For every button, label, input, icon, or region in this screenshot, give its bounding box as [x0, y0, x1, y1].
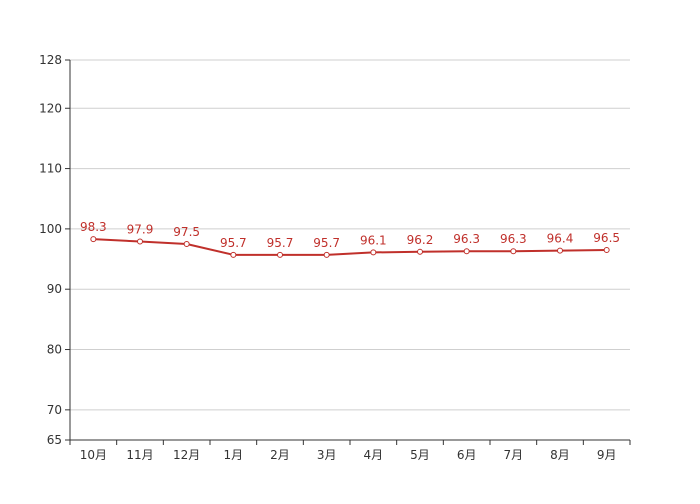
data-label-layer: 98.3 97.9 97.5 95.7 95.7 95.7 96.1 96.2 96.3 96.3… — [80, 220, 620, 250]
data-label: 95.7 — [313, 236, 340, 250]
data-point — [510, 248, 517, 255]
y-tick-label: 80 — [47, 343, 62, 357]
data-point — [323, 251, 330, 258]
data-label: 95.7 — [267, 236, 294, 250]
x-tick-label: 9月 — [597, 448, 617, 462]
data-label: 96.4 — [547, 232, 574, 246]
data-label: 97.9 — [127, 223, 154, 237]
x-tick-label: 3月 — [317, 448, 337, 462]
data-point — [463, 248, 470, 255]
x-tick-label: 6月 — [457, 448, 477, 462]
grid-layer — [70, 59, 630, 411]
y-tick-label: 100 — [39, 222, 62, 236]
x-tick-label: 8月 — [550, 448, 570, 462]
data-label: 96.3 — [453, 232, 480, 246]
x-tick-label: 2月 — [270, 448, 290, 462]
y-tick-label: 70 — [47, 403, 62, 417]
y-tick-layer: 65 70 80 90 100 110 120 128 — [39, 53, 70, 447]
data-point — [230, 251, 237, 258]
y-tick-label: 90 — [47, 282, 62, 296]
x-tick-label: 11月 — [126, 448, 153, 462]
x-tick-label: 10月 — [80, 448, 107, 462]
data-point — [137, 238, 143, 245]
data-label: 96.5 — [593, 231, 620, 245]
y-tick-label: 128 — [39, 53, 62, 67]
data-label: 97.5 — [173, 225, 200, 239]
data-point — [277, 251, 283, 258]
y-tick-label: 65 — [47, 433, 62, 447]
series-layer — [90, 236, 610, 258]
data-label: 96.1 — [360, 233, 387, 247]
x-tick-label: 7月 — [504, 448, 524, 462]
data-point — [603, 247, 610, 253]
y-tick-label: 120 — [39, 101, 62, 115]
x-tick-layer: 10月 11月 12月 1月 2月 3月 4月 5月 6月 7月 8月 9月 — [69, 440, 631, 462]
data-label: 95.7 — [220, 236, 247, 250]
data-point — [557, 247, 563, 254]
data-point — [90, 236, 97, 243]
data-point — [183, 240, 190, 247]
data-label: 96.2 — [407, 233, 434, 247]
y-tick-label: 110 — [39, 162, 62, 176]
data-label: 98.3 — [80, 220, 107, 234]
x-tick-label: 12月 — [173, 448, 200, 462]
data-point — [370, 249, 377, 256]
series-line — [93, 238, 607, 256]
x-tick-label: 4月 — [364, 448, 384, 462]
x-tick-label: 5月 — [410, 448, 430, 462]
data-label: 96.3 — [500, 232, 527, 246]
data-point — [417, 248, 423, 255]
x-tick-label: 1月 — [224, 448, 244, 462]
